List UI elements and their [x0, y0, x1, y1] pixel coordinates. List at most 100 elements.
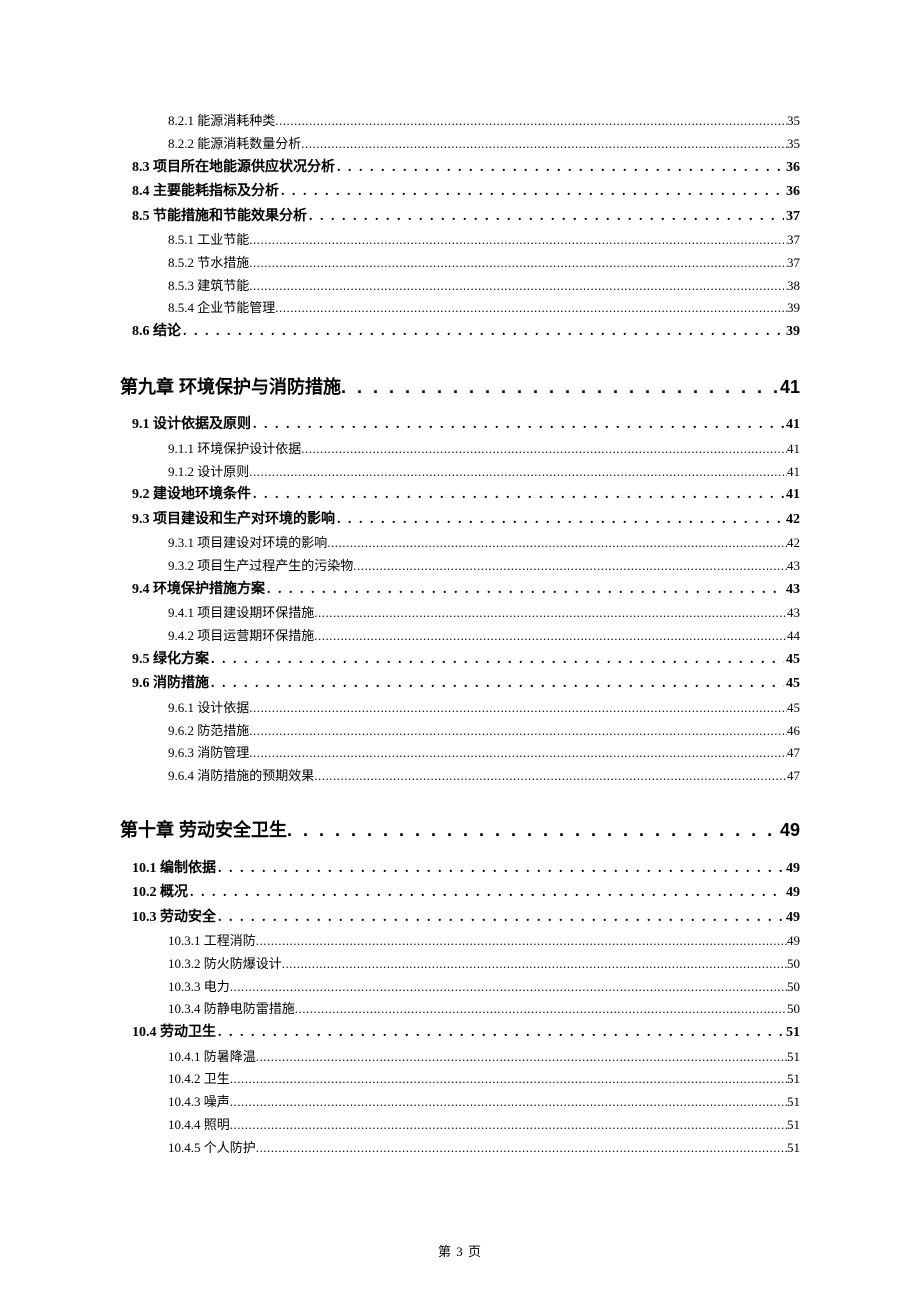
- toc-entry-page: 51: [787, 1046, 800, 1069]
- toc-entry: 9.4.1 项目建设期环保措施 43: [168, 602, 800, 625]
- toc-entry: 8.5.4 企业节能管理 39: [168, 297, 800, 320]
- toc-entry-label: 8.3 项目所在地能源供应状况分析: [132, 156, 337, 181]
- toc-entry-page: 50: [787, 953, 800, 976]
- toc-entry-label: 9.1.1 环境保护设计依据: [168, 438, 301, 461]
- toc-entry-label: 第十章 劳动安全卫生: [120, 816, 287, 845]
- toc-leader-dots: [230, 1068, 787, 1091]
- toc-leader-dots: [301, 438, 787, 461]
- toc-entry-label: 10.1 编制依据: [132, 857, 218, 882]
- toc-entry-label: 9.6 消防措施: [132, 672, 211, 697]
- toc-leader-dots: [341, 373, 780, 402]
- toc-entry-page: 41: [780, 373, 800, 402]
- toc-entry: 9.6.3 消防管理47: [168, 742, 800, 765]
- toc-entry-label: 9.4 环境保护措施方案: [132, 578, 267, 603]
- toc-entry: 10.4.2 卫生51: [168, 1068, 800, 1091]
- toc-leader-dots: [267, 578, 784, 603]
- toc-entry-label: 9.2 建设地环境条件: [132, 483, 253, 508]
- toc-entry-label: 10.4.5 个人防护: [168, 1137, 256, 1160]
- toc-entry-page: 47: [787, 765, 800, 788]
- toc-entry-label: 8.5.2 节水措施: [168, 252, 249, 275]
- toc-entry-page: 45: [784, 672, 800, 697]
- toc-entry-page: 41: [784, 413, 800, 438]
- toc-entry-label: 10.3.1 工程消防: [168, 930, 256, 953]
- toc-entry: 8.4 主要能耗指标及分析36: [132, 180, 800, 205]
- table-of-contents: 8.2.1 能源消耗种类358.2.2 能源消耗数量分析358.3 项目所在地能…: [120, 110, 800, 1159]
- toc-entry-label: 第九章 环境保护与消防措施: [120, 373, 341, 402]
- toc-entry: 9.5 绿化方案45: [132, 648, 800, 673]
- toc-entry-label: 9.4.1 项目建设期环保措施: [168, 602, 314, 625]
- toc-leader-dots: [249, 461, 787, 484]
- toc-leader-dots: [249, 720, 787, 743]
- toc-entry: 8.5.1 工业节能37: [168, 229, 800, 252]
- toc-entry-page: 51: [787, 1091, 800, 1114]
- toc-entry-page: 38: [787, 275, 800, 298]
- toc-leader-dots: [281, 180, 784, 205]
- toc-leader-dots: [327, 532, 787, 555]
- toc-leader-dots: [218, 1021, 784, 1046]
- toc-leader-dots: [218, 857, 784, 882]
- toc-leader-dots: [230, 1091, 787, 1114]
- toc-entry-label: 10.2 概况: [132, 881, 190, 906]
- toc-entry: 8.2.2 能源消耗数量分析35: [168, 133, 800, 156]
- toc-entry: 9.4.2 项目运营期环保措施44: [168, 625, 800, 648]
- toc-leader-dots: [190, 881, 784, 906]
- toc-entry-page: 37: [784, 205, 800, 230]
- toc-entry-page: 41: [787, 461, 800, 484]
- toc-leader-dots: [353, 555, 787, 578]
- toc-entry: 第九章 环境保护与消防措施 41: [120, 373, 800, 402]
- toc-entry-label: 9.3.2 项目生产过程产生的污染物: [168, 555, 353, 578]
- toc-leader-dots: [295, 998, 787, 1021]
- toc-entry-page: 39: [784, 320, 800, 345]
- toc-entry: 9.6 消防措施 45: [132, 672, 800, 697]
- toc-entry-page: 42: [784, 508, 800, 533]
- toc-entry-page: 39: [787, 297, 800, 320]
- toc-entry-label: 10.3.2 防火防爆设计: [168, 953, 282, 976]
- toc-entry-label: 9.3 项目建设和生产对环境的影响: [132, 508, 337, 533]
- toc-entry: 9.1 设计依据及原则 41: [132, 413, 800, 438]
- toc-entry: 10.3.1 工程消防49: [168, 930, 800, 953]
- toc-entry-label: 10.4 劳动卫生: [132, 1021, 218, 1046]
- toc-entry-label: 8.4 主要能耗指标及分析: [132, 180, 281, 205]
- toc-entry-page: 43: [787, 602, 800, 625]
- toc-leader-dots: [230, 976, 787, 999]
- toc-entry: 9.1.2 设计原则 41: [168, 461, 800, 484]
- toc-entry-label: 9.1.2 设计原则: [168, 461, 249, 484]
- toc-entry-label: 8.5 节能措施和节能效果分析: [132, 205, 309, 230]
- toc-entry-label: 9.1 设计依据及原则: [132, 413, 253, 438]
- toc-entry: 10.1 编制依据 49: [132, 857, 800, 882]
- toc-entry-label: 10.4.1 防暑降温: [168, 1046, 256, 1069]
- toc-leader-dots: [211, 648, 784, 673]
- toc-entry: 9.4 环境保护措施方案43: [132, 578, 800, 603]
- toc-leader-dots: [314, 765, 787, 788]
- toc-entry-page: 36: [784, 156, 800, 181]
- toc-entry: 10.3.3 电力50: [168, 976, 800, 999]
- toc-entry-label: 9.6.4 消防措施的预期效果: [168, 765, 314, 788]
- toc-leader-dots: [218, 906, 784, 931]
- toc-leader-dots: [275, 297, 787, 320]
- toc-leader-dots: [314, 602, 787, 625]
- toc-entry-label: 9.6.3 消防管理: [168, 742, 249, 765]
- toc-leader-dots: [249, 697, 787, 720]
- toc-leader-dots: [314, 625, 787, 648]
- toc-leader-dots: [256, 1046, 787, 1069]
- toc-entry-label: 8.6 结论: [132, 320, 183, 345]
- toc-entry: 8.5 节能措施和节能效果分析 37: [132, 205, 800, 230]
- toc-leader-dots: [249, 742, 787, 765]
- toc-entry-label: 10.3.3 电力: [168, 976, 230, 999]
- toc-entry-label: 10.3.4 防静电防雷措施: [168, 998, 295, 1021]
- toc-leader-dots: [249, 229, 787, 252]
- toc-entry-page: 45: [784, 648, 800, 673]
- toc-leader-dots: [275, 110, 787, 133]
- toc-leader-dots: [256, 1137, 787, 1160]
- toc-entry-page: 49: [784, 857, 800, 882]
- toc-entry: 10.4.4 照明51: [168, 1114, 800, 1137]
- toc-entry: 9.3.2 项目生产过程产生的污染物43: [168, 555, 800, 578]
- toc-entry: 9.3.1 项目建设对环境的影响42: [168, 532, 800, 555]
- toc-entry-page: 35: [787, 133, 800, 156]
- page-footer: 第 3 页: [0, 1241, 920, 1260]
- toc-entry-page: 49: [780, 816, 800, 845]
- toc-entry-page: 45: [787, 697, 800, 720]
- toc-entry-label: 9.6.2 防范措施: [168, 720, 249, 743]
- toc-entry: 10.4.3 噪声51: [168, 1091, 800, 1114]
- toc-entry-label: 8.5.4 企业节能管理: [168, 297, 275, 320]
